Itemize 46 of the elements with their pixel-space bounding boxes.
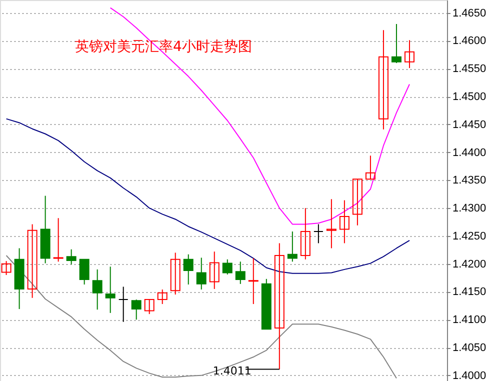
line-series [6,118,410,274]
candlestick [27,224,38,298]
candlestick [66,248,76,265]
candlestick [378,30,388,130]
y-tick-label: 1.4100 [452,314,486,326]
candlestick [170,252,180,296]
candlestick [209,251,220,290]
candlestick [404,40,414,69]
candlestick [352,178,362,226]
candlestick [79,258,90,285]
candlestick [339,200,350,244]
candlestick [300,208,310,260]
candlestick [196,257,206,290]
y-tick-label: 1.4250 [452,230,486,242]
candlestick [274,242,284,370]
candlestick [131,299,142,320]
y-tick-label: 1.4350 [452,174,486,187]
text: 英镑对美元汇率4小时走势图 [75,39,252,55]
y-tick-label: 1.4600 [452,35,486,48]
y-tick-label: 1.4050 [452,342,486,354]
y-tick-label: 1.4000 [452,370,486,381]
y-tick-label: 1.4150 [452,286,486,298]
y-tick-label: 1.4200 [452,258,486,270]
candlestick [222,258,232,275]
candlestick [235,261,246,284]
candlestick [53,218,64,262]
candlestick [92,268,102,310]
y-tick-label: 1.4650 [452,7,486,20]
annotation: 1.4011 [212,364,252,378]
candlestick [1,260,12,276]
candlestick [326,198,336,249]
candlestick [157,289,168,305]
candlestick [365,155,376,180]
y-tick-label: 1.4550 [452,63,486,76]
y-tick-label: 1.4400 [452,146,486,159]
candlestick [183,254,194,285]
y-tick-label: 1.4450 [452,118,486,131]
candlestick [391,23,402,64]
y-tick-label: 1.4300 [452,202,486,215]
candlestick [287,231,298,262]
candlestick [118,286,128,322]
candlestick [144,298,154,315]
candlestick [313,224,324,244]
candlestick [248,258,258,305]
y-tick-label: 1.4500 [452,91,486,104]
candlestick [105,266,116,314]
